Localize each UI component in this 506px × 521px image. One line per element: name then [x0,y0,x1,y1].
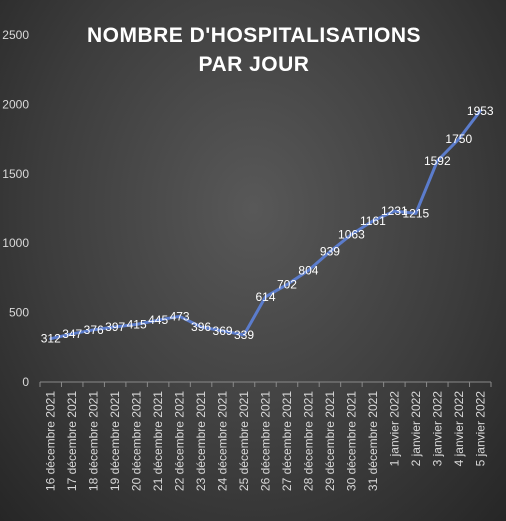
data-label: 312 [41,332,61,346]
data-label: 415 [127,317,147,331]
x-tick-label: 17 décembre 2021 [65,391,79,491]
data-label: 804 [298,263,318,277]
series-line [49,109,482,341]
x-tick-label: 27 décembre 2021 [280,391,294,491]
y-tick-label: 2500 [2,28,29,42]
data-label: 702 [277,278,297,292]
x-axis-ticks: 16 décembre 2021 17 décembre 2021 18 décem… [39,382,492,491]
y-tick-label: 2000 [2,97,29,111]
x-tick-label: 25 décembre 2021 [237,391,251,491]
data-label: 347 [62,327,82,341]
data-label: 397 [105,320,125,334]
y-tick-label: 500 [9,306,29,320]
x-tick-label: 30 décembre 2021 [344,391,358,491]
x-tick-label: 29 décembre 2021 [323,391,337,491]
x-tick-label: 24 décembre 2021 [216,391,230,491]
x-tick-label: 1 janvier 2022 [387,391,401,467]
data-label: 939 [320,245,340,259]
x-tick-label: 23 décembre 2021 [194,391,208,491]
data-label: 473 [170,309,190,323]
y-tick-label: 1000 [2,236,29,250]
data-label: 396 [191,320,211,334]
x-tick-label: 4 janvier 2022 [452,391,466,467]
x-tick-label: 16 décembre 2021 [44,391,58,491]
data-label: 369 [213,324,233,338]
data-label: 1750 [445,132,472,146]
x-tick-label: 22 décembre 2021 [173,391,187,491]
x-tick-label: 20 décembre 2021 [130,391,144,491]
x-tick-label: 2 janvier 2022 [409,391,423,467]
data-label: 1231 [381,204,408,218]
data-label: 1215 [402,206,429,220]
data-label: 376 [84,323,104,337]
y-tick-label: 0 [22,375,29,389]
data-label: 1953 [467,104,494,118]
x-tick-label: 31 décembre 2021 [366,391,380,491]
chart-title: NOMBRE D'HOSPITALISATIONS PAR JOUR [87,24,421,76]
data-label: 445 [148,313,168,327]
chart-title-line-1: NOMBRE D'HOSPITALISATIONS [87,24,421,47]
x-tick-label: 3 janvier 2022 [430,391,444,467]
x-tick-label: 26 décembre 2021 [259,391,273,491]
chart-title-line-2: PAR JOUR [199,53,310,76]
data-label: 1063 [338,227,365,241]
data-label: 339 [234,328,254,342]
data-label: 614 [255,290,275,304]
data-label: 1592 [424,154,451,168]
x-tick-label: 28 décembre 2021 [301,391,315,491]
y-tick-label: 1500 [2,167,29,181]
x-tick-label: 5 janvier 2022 [473,391,487,467]
x-tick-label: 18 décembre 2021 [87,391,101,491]
x-tick-label: 21 décembre 2021 [151,391,165,491]
y-axis-ticks: 0 500 1000 1500 2000 2500 [2,28,29,389]
x-tick-label: 19 décembre 2021 [108,391,122,491]
data-label: 1161 [360,214,386,228]
